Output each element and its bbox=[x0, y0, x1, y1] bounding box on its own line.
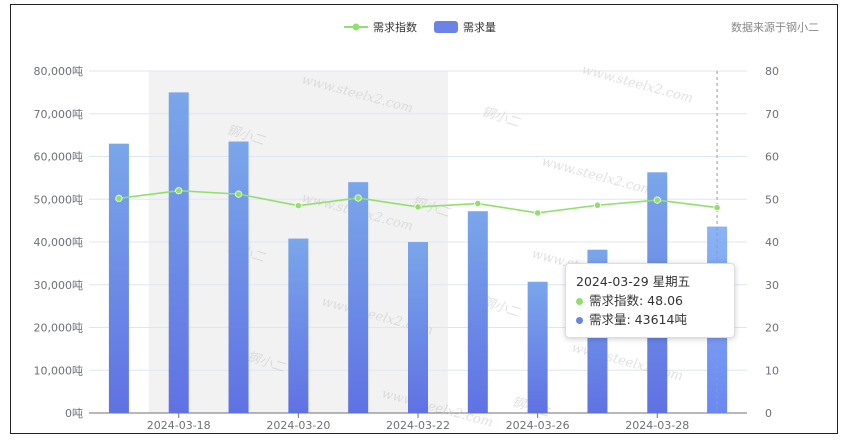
watermark-logo: 钢小二 bbox=[480, 105, 523, 132]
y-left-tick-label: 30,000吨 bbox=[34, 279, 84, 292]
bar-demand-volume bbox=[348, 182, 369, 413]
legend-bar-swatch bbox=[434, 21, 458, 33]
bar-demand-volume bbox=[288, 238, 309, 413]
point-demand-index bbox=[534, 209, 542, 217]
point-demand-index bbox=[713, 203, 721, 212]
y-left-tick-label: 60,000吨 bbox=[34, 151, 84, 164]
y-left-tick-label: 20,000吨 bbox=[34, 322, 84, 335]
x-tick-label: 2024-03-28 bbox=[625, 419, 689, 432]
bar-demand-volume bbox=[228, 141, 249, 413]
y-left-tick-label: 80,000吨 bbox=[34, 65, 84, 78]
point-demand-index bbox=[234, 190, 243, 198]
point-demand-index bbox=[294, 202, 302, 210]
x-tick-label: 2024-03-18 bbox=[147, 419, 211, 432]
chart-frame: www.steelx2.com www.steelx2.com www.steelx… bbox=[10, 4, 838, 434]
y-right-tick-label: 70 bbox=[765, 108, 779, 121]
point-demand-index bbox=[115, 194, 123, 202]
y-right-tick-label: 0 bbox=[765, 407, 772, 420]
y-right-tick-label: 20 bbox=[765, 322, 779, 335]
bar-demand-volume bbox=[527, 281, 548, 413]
y-right-tick-label: 60 bbox=[765, 151, 779, 164]
bar-demand-volume bbox=[408, 242, 428, 413]
x-tick-label: 2024-03-22 bbox=[386, 419, 450, 432]
y-right-tick-label: 50 bbox=[765, 193, 779, 206]
y-right-tick-label: 40 bbox=[765, 236, 779, 249]
point-demand-index bbox=[474, 199, 482, 208]
bar-demand-volume bbox=[108, 143, 129, 414]
watermark-text: www.steelx2.com bbox=[540, 154, 655, 198]
y-right-tick-label: 80 bbox=[765, 65, 779, 78]
point-demand-index bbox=[175, 187, 183, 195]
tooltip-row-index: 需求指数: 48.06 bbox=[576, 291, 724, 310]
bar-demand-volume bbox=[467, 211, 488, 413]
bar-demand-volume bbox=[168, 92, 189, 413]
y-right-tick-label: 10 bbox=[765, 364, 779, 377]
x-tick-label: 2024-03-20 bbox=[266, 419, 330, 432]
tooltip-row-volume: 需求量: 43614吨 bbox=[576, 310, 724, 329]
tooltip-volume-label: 需求量: 43614吨 bbox=[589, 312, 687, 327]
watermark-text: www.steelx2.com bbox=[580, 62, 695, 106]
x-tick-label: 2024-03-26 bbox=[506, 419, 570, 432]
point-demand-index bbox=[593, 201, 602, 209]
point-demand-index bbox=[414, 203, 422, 211]
chart-tooltip: 2024-03-29 星期五 需求指数: 48.06 需求量: 43614吨 bbox=[565, 263, 735, 338]
combo-chart: www.steelx2.com www.steelx2.com www.steelx… bbox=[34, 20, 820, 432]
data-source-note: 数据来源于钢小二 bbox=[731, 20, 819, 34]
y-left-tick-label: 40,000吨 bbox=[34, 236, 84, 249]
y-left-tick-label: 10,000吨 bbox=[34, 364, 84, 377]
legend-label-volume: 需求量 bbox=[463, 21, 496, 34]
y-right-tick-label: 30 bbox=[765, 279, 779, 292]
legend-label-index: 需求指数 bbox=[373, 20, 417, 34]
y-left-tick-label: 0吨 bbox=[65, 407, 83, 420]
point-demand-index bbox=[653, 196, 661, 204]
point-demand-index bbox=[354, 194, 362, 202]
tooltip-index-label: 需求指数: 48.06 bbox=[589, 293, 683, 308]
watermark-text: www.steelx2.com bbox=[570, 340, 685, 384]
tooltip-title: 2024-03-29 星期五 bbox=[576, 274, 691, 289]
y-left-tick-label: 70,000吨 bbox=[34, 108, 84, 121]
tooltip-dot-index bbox=[576, 298, 583, 305]
y-left-tick-label: 50,000吨 bbox=[34, 193, 84, 206]
tooltip-dot-volume bbox=[576, 317, 583, 324]
legend-line-marker bbox=[352, 23, 360, 31]
